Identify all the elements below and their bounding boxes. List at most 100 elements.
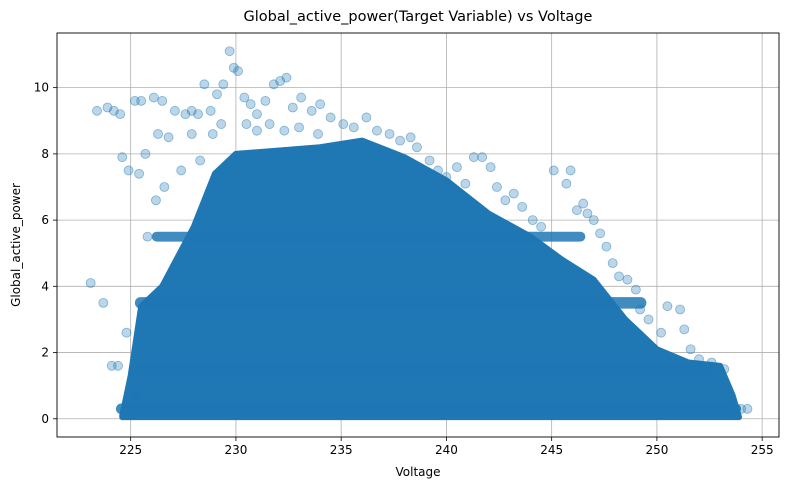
x-tick-label: 245: [540, 443, 563, 457]
scatter-point: [325, 112, 336, 123]
scatter-point: [85, 278, 96, 288]
x-axis-label: Voltage: [395, 465, 440, 479]
scatter-point: [595, 228, 605, 239]
scatter-point: [477, 152, 488, 163]
scatter-point: [212, 89, 222, 100]
chart-title: Global_active_power(Target Variable) vs …: [244, 9, 593, 25]
scatter-point: [536, 221, 547, 232]
scatter-point: [306, 105, 317, 116]
scatter-point: [252, 109, 262, 120]
y-tick-label: 10: [34, 81, 49, 95]
scatter-point: [656, 327, 667, 338]
scatter-point: [630, 284, 641, 295]
y-tick-label: 0: [41, 412, 49, 426]
scatter-point: [622, 274, 633, 285]
y-axis-label: Global_active_power: [9, 183, 23, 307]
scatter-point: [405, 132, 416, 143]
scatter-point: [468, 152, 479, 163]
scatter-point: [517, 201, 528, 212]
scatter-point: [588, 215, 599, 225]
scatter-point: [313, 129, 323, 139]
scatter-point: [485, 162, 496, 173]
scatter-point: [719, 364, 730, 375]
plot-area: [85, 46, 753, 421]
scatter-point: [136, 95, 147, 106]
scatter-point: [239, 92, 250, 103]
scatter-point: [252, 125, 262, 136]
dense-scatter-region: [119, 137, 743, 421]
scatter-point: [527, 215, 538, 225]
scatter-band: [151, 231, 586, 242]
scatter-point: [176, 165, 187, 176]
scatter-point: [218, 79, 229, 90]
x-tick-label: 250: [645, 443, 668, 457]
scatter-point: [195, 155, 206, 166]
scatter-point: [582, 208, 593, 219]
scatter-point: [151, 195, 161, 206]
scatter-point: [207, 129, 218, 139]
scatter-point: [572, 205, 582, 216]
scatter-point: [199, 79, 210, 90]
scatter-point: [500, 195, 511, 206]
scatter-point: [578, 198, 589, 209]
scatter-band: [128, 364, 712, 378]
scatter-point: [241, 119, 252, 129]
scatter-point: [635, 304, 645, 315]
x-tick-label: 255: [751, 443, 774, 457]
scatter-point: [742, 403, 753, 414]
scatter-point: [186, 129, 197, 139]
scatter-point: [117, 152, 128, 163]
scatter-point: [98, 297, 109, 308]
scatter-point: [685, 344, 696, 355]
scatter-point: [132, 390, 142, 401]
plot-frame: [56, 32, 780, 438]
scatter-point: [287, 102, 298, 113]
scatter-band: [134, 297, 647, 309]
scatter-point: [643, 314, 654, 325]
scatter-point: [694, 354, 704, 365]
scatter-point: [140, 148, 151, 159]
scatter-point: [163, 132, 174, 143]
scatter-point: [134, 168, 144, 179]
scatter-point: [725, 400, 736, 411]
scatter-point: [142, 231, 153, 242]
x-tick-label: 235: [330, 443, 353, 457]
scatter-point: [384, 129, 395, 139]
scatter-point: [706, 357, 717, 368]
scatter-point: [115, 109, 126, 120]
scatter-point: [424, 155, 435, 166]
scatter-point: [433, 165, 443, 176]
scatter-point: [153, 129, 163, 139]
scatter-point: [216, 119, 227, 129]
scatter-point: [372, 125, 382, 136]
scatter-point: [169, 105, 180, 116]
scatter-point: [412, 142, 422, 153]
scatter-point: [565, 165, 576, 176]
x-tick-label: 240: [435, 443, 458, 457]
scatter-point: [338, 119, 349, 129]
scatter-point: [508, 188, 519, 199]
scatter-point: [279, 125, 290, 136]
scatter-point: [361, 112, 372, 123]
y-tick-label: 6: [41, 213, 49, 227]
y-axis-ticks: 0 2 4 6 8 10: [34, 81, 57, 426]
y-tick-label: 2: [41, 346, 49, 360]
scatter-point: [148, 92, 159, 103]
scatter-point: [121, 327, 132, 338]
x-tick-label: 230: [224, 443, 247, 457]
scatter-point: [205, 105, 216, 116]
scatter-point: [224, 46, 235, 57]
y-tick-label: 4: [41, 279, 49, 293]
scatter-point: [123, 165, 134, 176]
scatter-point: [159, 182, 170, 192]
scatter-point: [601, 241, 612, 252]
scatter-point: [193, 109, 203, 120]
scatter-point: [113, 360, 123, 371]
scatter-point: [395, 135, 406, 146]
x-axis-ticks: 225 230 235 240 245 250 255: [119, 437, 774, 457]
scatter-point: [548, 165, 559, 176]
scatter-point: [294, 122, 304, 133]
scatter-point: [679, 324, 690, 335]
y-tick-label: 8: [41, 147, 49, 161]
